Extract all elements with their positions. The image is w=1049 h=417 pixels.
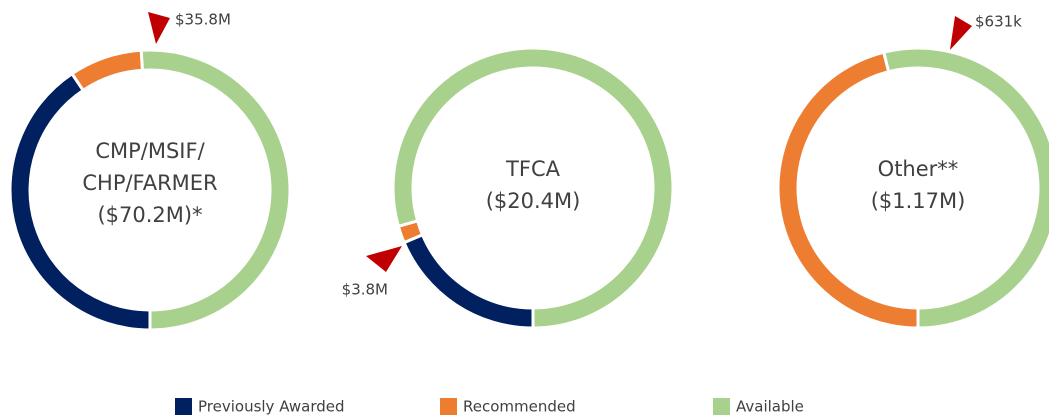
donut-segment xyxy=(881,46,1049,330)
donut-segment xyxy=(391,46,675,330)
center-label: CMP/MSIF/ xyxy=(95,139,205,163)
donut-segment xyxy=(402,232,535,330)
donut-segment xyxy=(69,48,145,93)
annotation: $3.8M xyxy=(342,281,388,299)
legend-swatch xyxy=(175,398,192,415)
annotation-arrow xyxy=(148,12,170,44)
legend-swatch xyxy=(440,398,457,415)
center-label: Other** xyxy=(878,157,959,181)
annotation-arrow xyxy=(366,246,402,272)
center-label: ($70.2M)* xyxy=(97,203,202,227)
center-label: TFCA xyxy=(505,157,561,181)
center-label: CHP/FARMER xyxy=(82,171,217,195)
center-label: ($1.17M) xyxy=(871,189,966,213)
annotation: $631k xyxy=(975,13,1022,31)
donut-segment xyxy=(139,48,292,332)
legend-label: Previously Awarded xyxy=(198,398,345,416)
donut-segment xyxy=(8,71,152,332)
legend-swatch xyxy=(713,398,730,415)
legend-label: Available xyxy=(736,398,804,416)
annotation: $35.8M xyxy=(175,11,231,29)
center-label: ($20.4M) xyxy=(486,189,581,213)
legend-label: Recommended xyxy=(463,398,576,416)
annotation-arrow xyxy=(950,16,972,50)
